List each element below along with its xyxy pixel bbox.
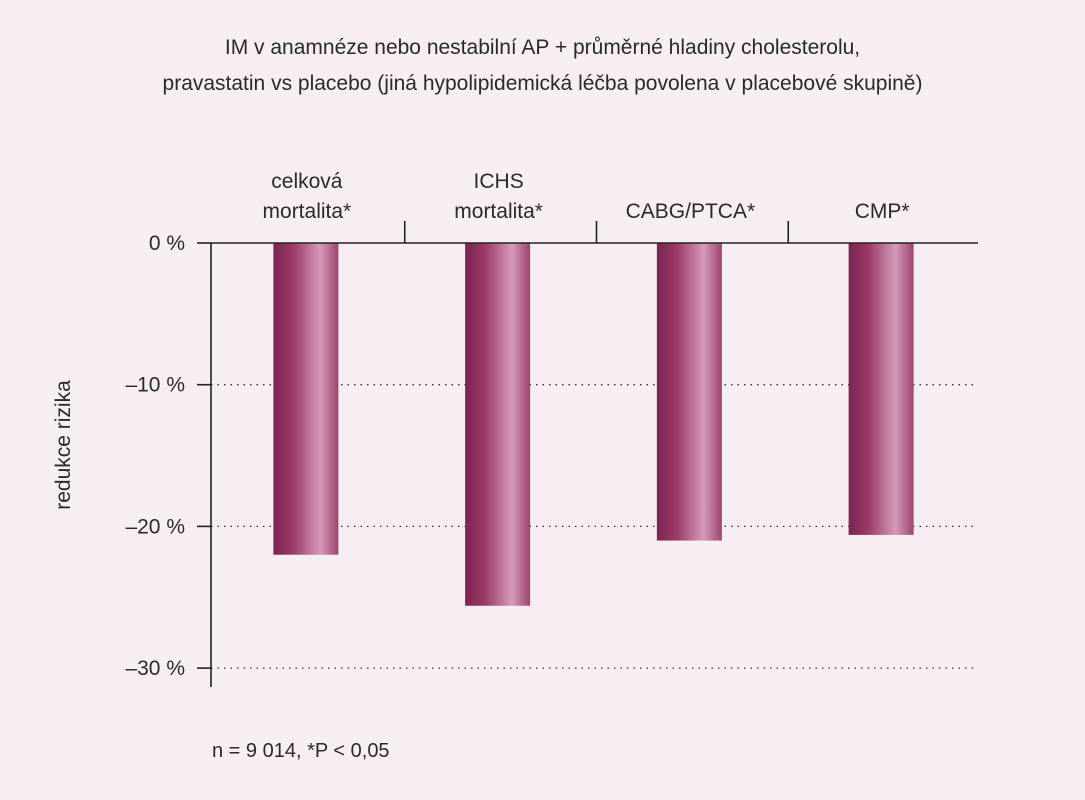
- category-label-1-1: celková: [271, 170, 343, 193]
- bar-3: [656, 243, 722, 541]
- category-label-3-1: CABG/PTCA*: [626, 200, 756, 223]
- bar-2: [465, 243, 531, 606]
- category-label-2-2: mortalita*: [454, 200, 543, 223]
- category-label-2-1: ICHS: [474, 170, 524, 193]
- category-label-1-2: mortalita*: [263, 200, 352, 223]
- chart-title-line-2: pravastatin vs placebo (jiná hypolipidem…: [162, 72, 923, 95]
- chart-title: IM v anamnéze nebo nestabilní AP + průmě…: [0, 30, 1085, 102]
- y-tick-label-2: –20 %: [125, 515, 185, 538]
- chart-title-line-1: IM v anamnéze nebo nestabilní AP + průmě…: [224, 36, 861, 59]
- category-label-4-1: CMP*: [855, 200, 910, 223]
- bar-1: [273, 243, 339, 555]
- y-tick-label-3: –30 %: [125, 657, 185, 680]
- footnote: n = 9 014, *P < 0,05: [212, 740, 390, 762]
- y-tick-label-0: 0 %: [149, 232, 185, 255]
- bar-4: [848, 243, 914, 535]
- y-axis-label: redukce rizika: [52, 380, 75, 510]
- y-tick-label-1: –10 %: [125, 374, 185, 397]
